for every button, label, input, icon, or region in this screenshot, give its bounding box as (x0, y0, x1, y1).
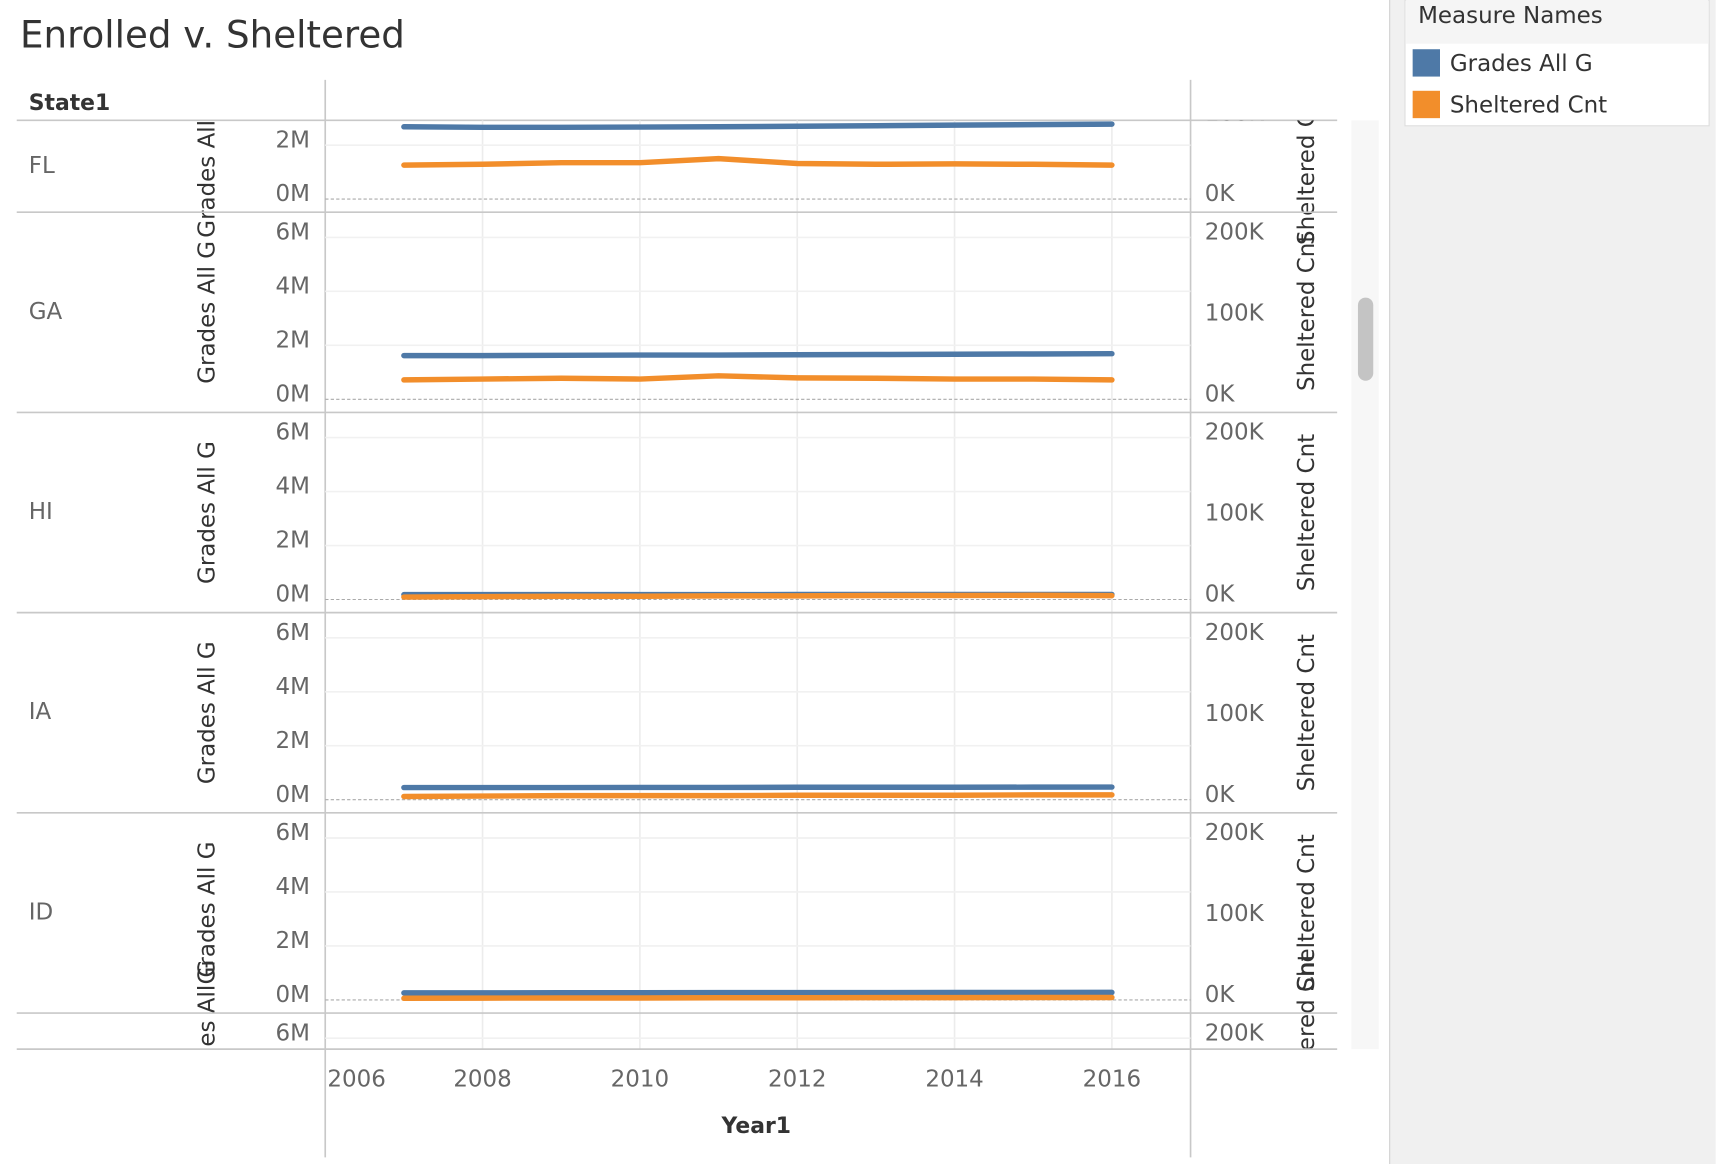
y-tick-label: 0M (275, 582, 309, 608)
y2-axis-title: Sheltered Cnt (1294, 234, 1320, 391)
legend-swatch (1412, 49, 1440, 77)
y-tick-label: 4M (275, 474, 309, 500)
legend-label: Sheltered Cnt (1450, 93, 1607, 119)
row-label: IA (29, 699, 52, 725)
y2-tick-label: 200K (1205, 19, 1265, 45)
x-tick-label: 2008 (453, 1066, 511, 1092)
y-tick-label: 4M (275, 1074, 309, 1100)
y2-tick-label: 200K (1205, 1020, 1265, 1046)
y2-tick-label: 100K (1205, 501, 1265, 527)
y2-tick-label: 0K (1205, 782, 1236, 808)
y-axis-title: Grades All G (195, 441, 221, 584)
y2-tick-label: 200K (1205, 220, 1265, 246)
y-tick-label: 6M (275, 220, 309, 246)
y2-tick-label: 100K (1205, 901, 1265, 927)
series-line (401, 994, 1115, 1002)
panels: 0M 2M 4M 6M 0K 100K 200K Grades All G Sheltered … (29, 19, 1320, 1154)
y2-axis-title: Sheltered Cnt (1294, 634, 1320, 791)
y2-tick-label: 0K (1205, 982, 1236, 1008)
y2-tick-label: 0K (1205, 381, 1236, 407)
y-tick-label: 4M (275, 674, 309, 700)
y2-axis-title: Sheltered Cnt (1294, 88, 1320, 245)
x-tick-label: 2012 (768, 1066, 826, 1092)
y-tick-label: 0M (275, 381, 309, 407)
x-axis-title: Year1 (721, 1114, 791, 1139)
y-tick-label: 2M (275, 127, 309, 153)
y2-axis-title: Sheltered Cnt (1294, 434, 1320, 591)
y-tick-label: 2M (275, 1128, 309, 1154)
scrollbar-track[interactable] (1351, 120, 1379, 1050)
chart-title: Enrolled v. Sheltered (20, 13, 405, 57)
scrollbar-thumb[interactable] (1357, 297, 1374, 381)
y-tick-label: 2M (275, 728, 309, 754)
y2-tick-label: 0K (1205, 181, 1236, 207)
row-label: GA (29, 299, 63, 325)
y-tick-label: 6M (275, 820, 309, 846)
y-tick-label: 6M (275, 420, 309, 446)
x-tick-label: 2014 (925, 1066, 983, 1092)
y-tick-label: 2M (275, 528, 309, 554)
y-tick-label: 2M (275, 928, 309, 954)
y2-axis-title: Sheltered Cnt (1294, 834, 1320, 991)
series-line (401, 121, 1115, 131)
legend-label: Grades All G (1450, 51, 1593, 77)
y2-tick-label: 200K (1205, 620, 1265, 646)
series-line (401, 592, 1115, 600)
legend-title: Measure Names (1418, 3, 1603, 29)
x-tick-label: 2006 (327, 1066, 385, 1092)
legend-header (1406, 0, 1709, 44)
y-tick-label: 4M (275, 273, 309, 299)
row-label: FL (29, 153, 55, 179)
y-tick-label: 6M (275, 620, 309, 646)
y-tick-label: 0M (275, 982, 309, 1008)
x-tick-label: 2010 (611, 1066, 669, 1092)
x-tick-label: 2016 (1083, 1066, 1141, 1092)
row-header: State1 (29, 91, 110, 116)
y2-tick-label: 100K (1205, 1101, 1265, 1127)
series-line (401, 373, 1115, 383)
y-tick-label: 0M (275, 782, 309, 808)
y-tick-label: 4M (275, 874, 309, 900)
legend-swatch (1412, 90, 1440, 119)
row-label: HI (29, 499, 53, 525)
y-tick-label: 2M (275, 327, 309, 353)
y2-tick-label: 0K (1205, 582, 1236, 608)
y2-tick-label: 200K (1205, 420, 1265, 446)
row-label: ID (29, 899, 53, 925)
y-axis-title: Grades All G (195, 960, 221, 1103)
y2-tick-label: 200K (1205, 820, 1265, 846)
y2-tick-label: 100K (1205, 100, 1265, 126)
y2-axis-title: Sheltered Cnt (1294, 952, 1320, 1109)
y2-tick-label: 100K (1205, 300, 1265, 326)
y-tick-label: 6M (275, 1020, 309, 1046)
series-line (401, 792, 1115, 800)
y-tick-label: 0M (275, 181, 309, 207)
y-axis-title: Grades All G (195, 95, 221, 238)
y2-tick-label: 100K (1205, 701, 1265, 727)
y-axis-title: Grades All G (195, 841, 221, 984)
series-line (401, 350, 1115, 359)
y-tick-label: 4M (275, 73, 309, 99)
y-axis-title: Grades All G (195, 641, 221, 784)
axes: 2006 2008 2010 2012 2014 2016 (327, 1066, 1141, 1092)
y-axis-title: Grades All G (195, 241, 221, 384)
series-line (401, 155, 1115, 168)
side-pane (1389, 0, 1716, 1164)
